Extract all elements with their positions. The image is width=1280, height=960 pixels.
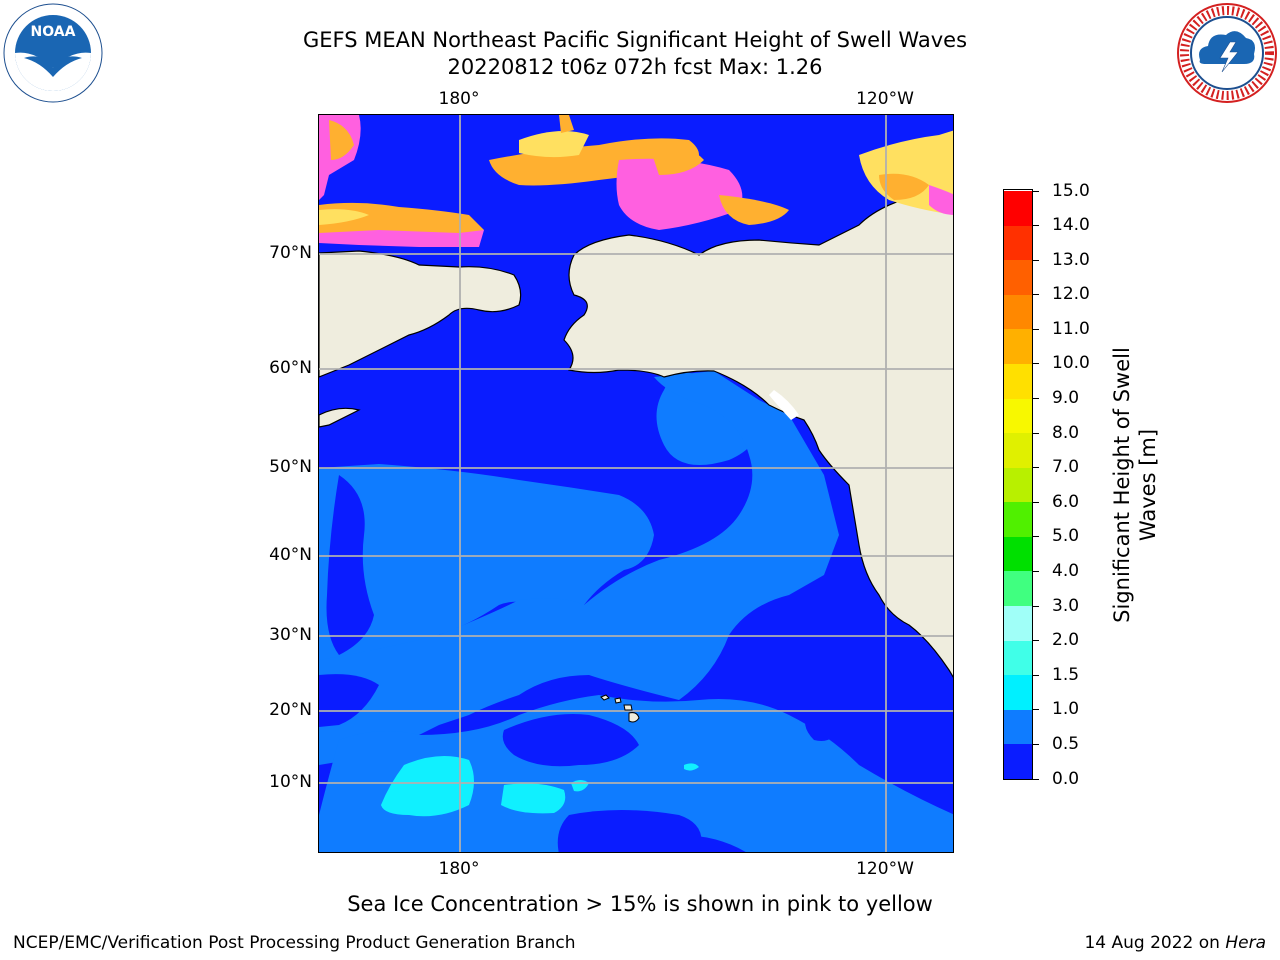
colorbar-segment xyxy=(1004,294,1032,330)
colorbar-tick-label: 4.0 xyxy=(1052,560,1080,581)
colorbar-tick-label: 8.0 xyxy=(1052,422,1080,443)
colorbar-tick-label: 0.5 xyxy=(1052,733,1080,754)
noaa-logo: NOAA xyxy=(2,2,104,104)
colorbar-segment xyxy=(1004,536,1032,572)
colorbar-segment xyxy=(1004,501,1032,537)
colorbar-label: Significant Height of Swell Waves [m] xyxy=(1109,325,1161,645)
colorbar-tick-mark xyxy=(1033,605,1039,607)
chart-title-line2: 20220812 t06z 072h fcst Max: 1.26 xyxy=(447,55,823,79)
lon-tick-bottom-120w: 120°W xyxy=(856,859,914,879)
colorbar-tick-mark xyxy=(1033,709,1039,711)
colorbar-tick-mark xyxy=(1033,432,1039,434)
colorbar-segment xyxy=(1004,398,1032,434)
colorbar-tick-mark xyxy=(1033,778,1039,780)
lat-tick-40n: 40°N xyxy=(269,545,312,565)
lat-tick-20n: 20°N xyxy=(269,700,312,720)
colorbar-tick-mark xyxy=(1033,225,1039,227)
nws-logo xyxy=(1176,2,1278,104)
colorbar-label-line1: Significant Height of Swell xyxy=(1110,347,1134,623)
swell-1-0-1-5-regions xyxy=(381,756,699,817)
lat-tick-30n: 30°N xyxy=(269,625,312,645)
sea-ice-zone xyxy=(319,115,953,247)
lon-tick-bottom-180: 180° xyxy=(438,859,480,879)
colorbar-tick-label: 7.0 xyxy=(1052,457,1080,478)
landmasses xyxy=(319,189,953,678)
lon-tick-top-180: 180° xyxy=(438,89,480,109)
colorbar-segment xyxy=(1004,744,1032,779)
colorbar-segment xyxy=(1004,432,1032,468)
lat-tick-10n: 10°N xyxy=(269,772,312,792)
colorbar-tick-label: 3.0 xyxy=(1052,595,1080,616)
colorbar-tick-label: 14.0 xyxy=(1052,215,1090,236)
colorbar-tick-mark xyxy=(1033,640,1039,642)
sea-ice-footnote: Sea Ice Concentration > 15% is shown in … xyxy=(347,892,933,916)
colorbar-label-line2: Waves [m] xyxy=(1136,428,1160,542)
credit-text: NCEP/EMC/Verification Post Processing Pr… xyxy=(13,933,576,953)
colorbar-tick-label: 1.0 xyxy=(1052,699,1080,720)
kamchatka-landmass xyxy=(319,407,361,428)
noaa-logo-text: NOAA xyxy=(31,24,76,40)
colorbar-tick-label: 6.0 xyxy=(1052,491,1080,512)
lat-tick-60n: 60°N xyxy=(269,358,312,378)
graticule xyxy=(319,115,953,852)
colorbar-segment xyxy=(1004,225,1032,261)
colorbar-tick-mark xyxy=(1033,190,1039,192)
siberia-landmass xyxy=(319,250,522,378)
colorbar-tick-mark xyxy=(1033,398,1039,400)
lat-tick-70n: 70°N xyxy=(269,243,312,263)
colorbar-segment xyxy=(1004,467,1032,503)
colorbar-segment xyxy=(1004,674,1032,710)
colorbar-tick-label: 0.0 xyxy=(1052,768,1080,789)
chart-title-line1: GEFS MEAN Northeast Pacific Significant … xyxy=(302,28,968,52)
host-text: Hera xyxy=(1225,933,1266,953)
colorbar-tick-mark xyxy=(1033,501,1039,503)
colorbar-tick-mark xyxy=(1033,467,1039,469)
colorbar-tick-mark xyxy=(1033,363,1039,365)
colorbar-tick-label: 10.0 xyxy=(1052,353,1090,374)
colorbar-segment xyxy=(1004,571,1032,607)
colorbar-tick-mark xyxy=(1033,259,1039,261)
lat-tick-50n: 50°N xyxy=(269,457,312,477)
colorbar-tick-mark xyxy=(1033,674,1039,676)
colorbar-tick-label: 5.0 xyxy=(1052,526,1080,547)
north-america-landmass xyxy=(563,189,953,678)
lon-tick-top-120w: 120°W xyxy=(856,89,914,109)
swell-0-5-1-0-regions xyxy=(319,370,953,852)
swell-height-map xyxy=(318,114,954,853)
colorbar-segment xyxy=(1004,328,1032,364)
date-info: 14 Aug 2022 on Hera xyxy=(1084,932,1266,954)
colorbar-tick-mark xyxy=(1033,328,1039,330)
colorbar-tick-label: 13.0 xyxy=(1052,249,1090,270)
colorbar-segment xyxy=(1004,363,1032,399)
colorbar-tick-mark xyxy=(1033,294,1039,296)
colorbar-tick-mark xyxy=(1033,743,1039,745)
colorbar-segment xyxy=(1004,259,1032,295)
colorbar-tick-label: 9.0 xyxy=(1052,388,1080,409)
colorbar-tick-mark xyxy=(1033,570,1039,572)
date-text: 14 Aug 2022 on xyxy=(1084,933,1226,953)
coastal-white-patch xyxy=(769,390,799,420)
colorbar-tick-label: 2.0 xyxy=(1052,630,1080,651)
colorbar-tick-mark xyxy=(1033,536,1039,538)
map-canvas xyxy=(319,115,953,852)
colorbar-tick-label: 1.5 xyxy=(1052,664,1080,685)
colorbar xyxy=(1003,189,1033,780)
colorbar-tick-label: 11.0 xyxy=(1052,318,1090,339)
colorbar-segment xyxy=(1004,709,1032,745)
colorbar-tick-label: 15.0 xyxy=(1052,180,1090,201)
colorbar-segment xyxy=(1004,605,1032,641)
colorbar-segment xyxy=(1004,190,1032,226)
colorbar-segment xyxy=(1004,640,1032,676)
hawaii-islands xyxy=(600,694,640,723)
colorbar-tick-label: 12.0 xyxy=(1052,284,1090,305)
